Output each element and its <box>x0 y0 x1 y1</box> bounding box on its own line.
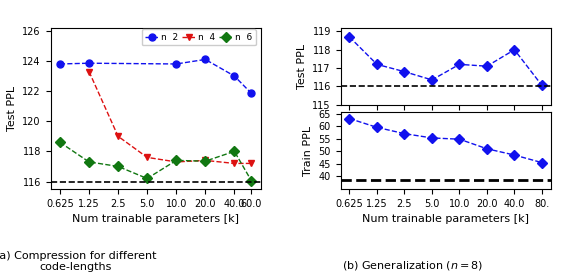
Text: (b) Generalization ($n = 8$): (b) Generalization ($n = 8$) <box>342 259 484 272</box>
n = 6 <box>115 165 121 168</box>
n = 6 <box>173 159 180 162</box>
Y-axis label: Test PPL: Test PPL <box>7 86 17 131</box>
X-axis label: Num trainable parameters [k]: Num trainable parameters [k] <box>72 214 239 224</box>
n = 4 <box>231 162 238 165</box>
n = 4 <box>85 70 92 73</box>
Y-axis label: Train PPL: Train PPL <box>303 126 313 176</box>
n = 4 <box>173 160 180 163</box>
Y-axis label: Test PPL: Test PPL <box>297 44 307 89</box>
n = 2 <box>85 61 92 65</box>
n = 6 <box>57 141 64 144</box>
n = 2 <box>231 74 238 78</box>
n = 4 <box>144 156 151 159</box>
Text: (a) Compression for different
code-lengths: (a) Compression for different code-lengt… <box>0 251 157 272</box>
X-axis label: Num trainable parameters [k]: Num trainable parameters [k] <box>362 214 529 224</box>
n = 2 <box>248 92 255 95</box>
n = 6 <box>231 150 238 153</box>
n = 6 <box>144 177 151 180</box>
n = 6 <box>202 160 209 163</box>
n = 2 <box>173 62 180 66</box>
n = 6 <box>248 179 255 182</box>
n = 2 <box>202 58 209 61</box>
n = 2 <box>57 62 64 66</box>
n = 4 <box>115 135 121 138</box>
Line: n = 4: n = 4 <box>85 68 255 167</box>
Line: n = 6: n = 6 <box>56 139 255 184</box>
n = 6 <box>85 160 92 163</box>
n = 4 <box>202 159 209 162</box>
Legend: n  2, n  4, n  6: n 2, n 4, n 6 <box>142 29 256 45</box>
n = 4 <box>248 162 255 165</box>
Line: n = 2: n = 2 <box>56 56 255 97</box>
